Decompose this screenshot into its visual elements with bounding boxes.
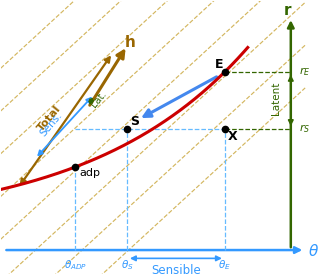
Text: $\theta$: $\theta$	[308, 243, 319, 259]
Text: $r_E$: $r_E$	[300, 66, 311, 78]
Text: h: h	[124, 35, 135, 50]
Text: Sensible: Sensible	[151, 264, 201, 277]
Text: $r_S$: $r_S$	[300, 123, 311, 135]
Text: $\theta_{S}$: $\theta_{S}$	[121, 259, 133, 272]
Text: Lat.: Lat.	[89, 88, 108, 109]
Text: Latent: Latent	[271, 81, 282, 115]
Text: $\theta_{E}$: $\theta_{E}$	[218, 259, 231, 272]
Text: r: r	[284, 3, 292, 18]
Text: E: E	[215, 58, 223, 71]
Text: S: S	[131, 115, 140, 128]
Text: X: X	[228, 130, 238, 143]
Text: adp: adp	[80, 168, 101, 178]
Text: Total: Total	[36, 103, 63, 133]
Text: Sens.: Sens.	[39, 110, 65, 138]
Text: $\theta_{ADP}$: $\theta_{ADP}$	[64, 259, 87, 272]
